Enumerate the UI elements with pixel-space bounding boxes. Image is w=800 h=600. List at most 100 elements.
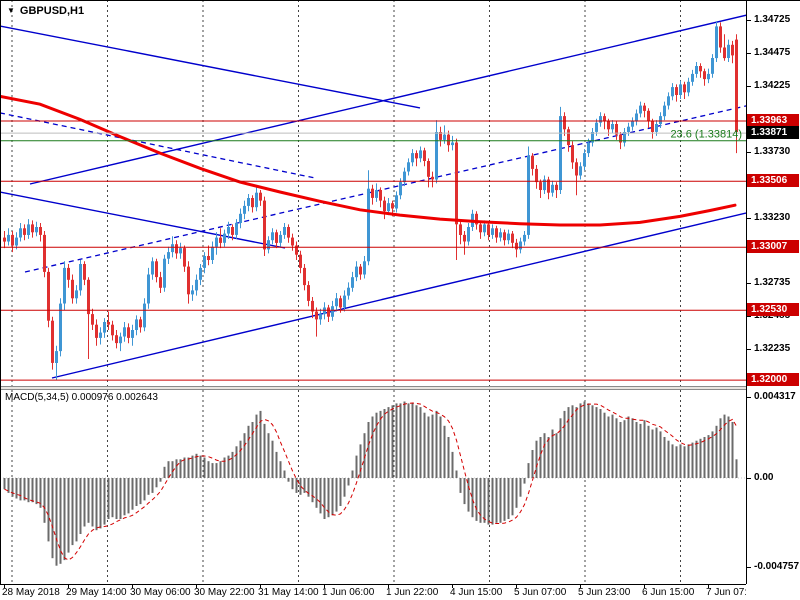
price-axis-tick xyxy=(747,53,751,54)
macd-histogram-bar xyxy=(311,478,314,503)
candle-body xyxy=(515,242,518,250)
macd-histogram-bar xyxy=(723,414,726,478)
pane-divider[interactable] xyxy=(0,386,747,390)
candle-body xyxy=(3,237,6,242)
price-axis[interactable]: 1.34725 1.34475 1.34225 1.33730 1.33230 1.327… xyxy=(746,0,800,600)
macd-histogram-bar xyxy=(23,478,26,501)
candle-body xyxy=(491,228,494,235)
macd-histogram-bar xyxy=(103,478,106,525)
macd-histogram-bar xyxy=(735,459,738,478)
macd-histogram-bar xyxy=(435,410,438,478)
macd-histogram-bar xyxy=(51,478,54,559)
macd-histogram-bar xyxy=(39,478,42,508)
time-axis[interactable]: 28 May 2018 29 May 14:00 30 May 06:00 30 Ma… xyxy=(0,584,800,600)
price-chart-pane[interactable]: 23.6 (1.33814) ▼ GBPUSD,H1 xyxy=(0,0,746,386)
candle-body xyxy=(735,39,738,132)
candle-body xyxy=(347,287,350,296)
macd-indicator-pane[interactable]: MACD(5,34,5) 0.000976 0.002643 xyxy=(0,390,746,584)
macd-histogram-bar xyxy=(287,478,290,482)
candle-body xyxy=(351,277,354,288)
macd-axis-tick xyxy=(747,478,751,479)
macd-histogram-bar xyxy=(643,420,646,478)
macd-axis-label: 0.004317 xyxy=(754,391,796,402)
solid-trendline[interactable] xyxy=(51,212,746,379)
chart-dropdown-icon[interactable]: ▼ xyxy=(7,6,15,15)
price-level-badge: 1.32000 xyxy=(747,373,799,386)
candle-body xyxy=(499,232,502,238)
candle-body xyxy=(459,224,462,235)
macd-histogram-bar xyxy=(671,444,674,478)
candle-body xyxy=(247,198,250,206)
symbol-label-group[interactable]: ▼ GBPUSD,H1 xyxy=(7,5,84,17)
candle-body xyxy=(659,116,662,124)
macd-histogram-bar xyxy=(315,478,318,508)
macd-histogram-bar xyxy=(3,478,6,490)
candle-body xyxy=(239,213,242,223)
candle-body xyxy=(587,142,590,154)
macd-histogram-bar xyxy=(235,446,238,478)
solid-trendline[interactable] xyxy=(29,14,746,185)
candle-body xyxy=(531,155,534,169)
macd-histogram-bar xyxy=(99,478,102,529)
candle-body xyxy=(527,155,530,235)
macd-histogram-bar xyxy=(719,418,722,478)
dashed-trendline[interactable] xyxy=(0,112,316,179)
solid-trendline[interactable] xyxy=(0,25,421,109)
candle-body xyxy=(479,224,482,233)
macd-histogram-bar xyxy=(447,437,450,478)
solid-trendline[interactable] xyxy=(0,191,286,249)
macd-histogram-bar xyxy=(27,478,30,503)
candle-body xyxy=(555,184,558,191)
candle-body xyxy=(707,73,710,80)
macd-histogram-bar xyxy=(11,478,14,497)
time-axis-tick xyxy=(452,585,453,588)
macd-histogram-bar xyxy=(523,478,526,484)
macd-histogram-bar xyxy=(587,403,590,478)
candle-body xyxy=(51,320,54,363)
candle-body xyxy=(519,241,522,250)
time-axis-label: 7 Jun 07:00 xyxy=(706,587,759,598)
macd-histogram-bar xyxy=(31,478,34,503)
candle-body xyxy=(623,132,626,143)
candle-body xyxy=(159,277,162,288)
macd-histogram-bar xyxy=(175,459,178,478)
candle-body xyxy=(627,126,630,132)
macd-histogram-bar xyxy=(619,422,622,478)
candle-body xyxy=(731,44,734,56)
macd-histogram-bar xyxy=(379,410,382,478)
candlestick-chart[interactable]: 23.6 (1.33814) xyxy=(0,0,746,386)
candle-body xyxy=(139,319,142,328)
dashed-trendline[interactable] xyxy=(24,105,746,273)
candle-body xyxy=(455,142,458,225)
candle-body xyxy=(611,124,614,130)
macd-histogram-bar xyxy=(595,407,598,478)
macd-histogram-bar xyxy=(191,455,194,478)
macd-histogram-bar xyxy=(255,414,258,478)
macd-histogram-bar xyxy=(639,423,642,478)
candle-body xyxy=(199,267,202,280)
macd-histogram-bar xyxy=(343,478,346,497)
macd-histogram-bar xyxy=(243,433,246,478)
candle-body xyxy=(55,351,58,363)
macd-histogram-bar xyxy=(459,478,462,493)
candle-body xyxy=(187,266,190,295)
price-axis-tick xyxy=(747,283,751,284)
price-axis-tick xyxy=(747,316,751,317)
macd-histogram-bar xyxy=(683,446,686,478)
macd-histogram-bar xyxy=(687,444,690,478)
candle-body xyxy=(251,198,254,208)
moving-average-line[interactable] xyxy=(0,94,737,227)
price-axis-label: 1.34725 xyxy=(754,14,791,25)
macd-histogram-bar xyxy=(731,422,734,478)
candle-body xyxy=(83,264,86,280)
macd-histogram-bar xyxy=(267,433,270,478)
candle-body xyxy=(523,234,526,242)
candle-body xyxy=(183,248,186,267)
macd-histogram-bar xyxy=(227,455,230,478)
macd-histogram-bar xyxy=(591,405,594,478)
candle-body xyxy=(699,66,702,72)
candle-body xyxy=(67,267,70,280)
candle-body xyxy=(303,267,306,286)
macd-histogram-bar xyxy=(91,478,94,527)
candle-body xyxy=(675,87,678,95)
